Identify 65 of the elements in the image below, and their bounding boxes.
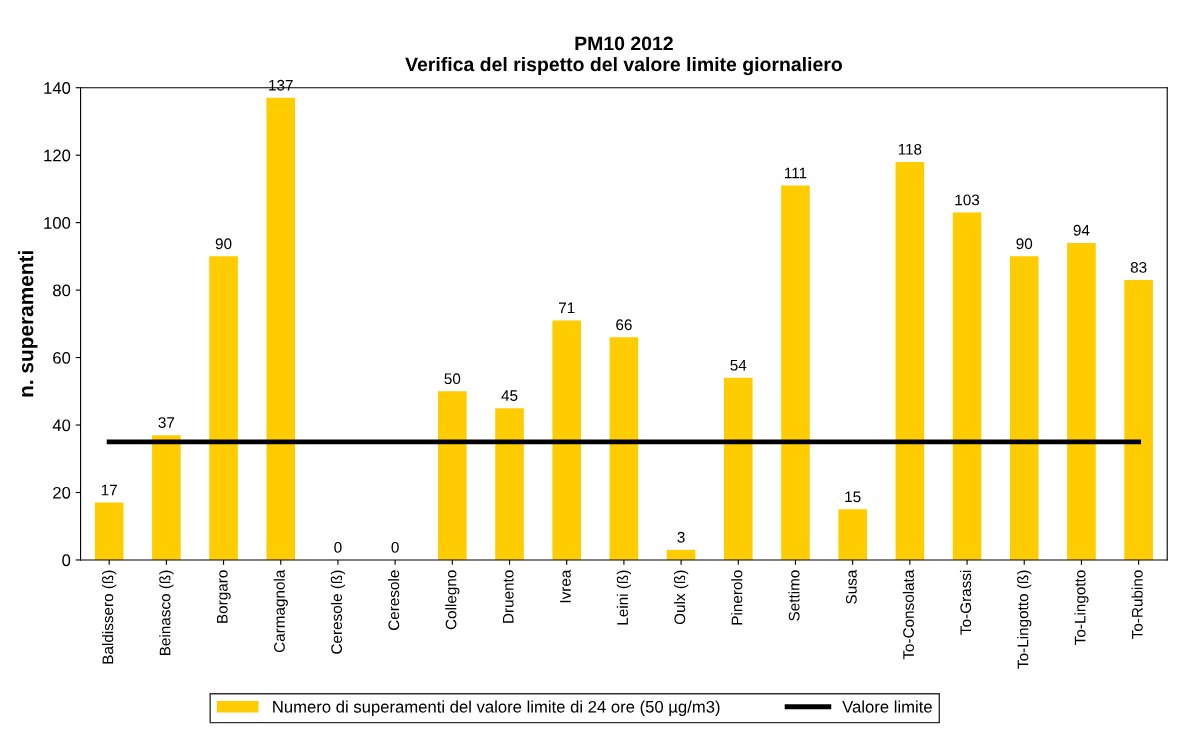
y-tick-label: 100 [44,217,71,229]
bar [438,391,467,560]
data-label: 90 [1016,238,1033,250]
data-label: 3 [677,531,685,543]
bar [495,408,524,560]
data-label: 17 [101,484,117,496]
x-tick-label: Ivrea [560,569,571,603]
bar [552,320,582,560]
x-tick-label: Settimo [788,570,800,621]
bar [152,435,181,560]
x-tick-label: Leini (ß) [616,570,632,625]
y-tick-label: 140 [44,82,71,94]
x-tick-label: To-Rubino [1131,570,1143,639]
x-tick-label: Pinerolo [731,570,743,625]
x-tick-label: To-Grassi [959,570,972,635]
bar [1009,256,1039,560]
data-label: 0 [391,541,399,553]
legend-label: Valore limite [842,700,932,713]
x-tick-label: To-Lingotto [1074,570,1089,645]
data-label: 50 [444,373,461,385]
bar [895,161,925,560]
data-label: 83 [1130,261,1147,273]
data-label: 111 [785,167,807,179]
bar [1067,242,1096,560]
x-tick-label: To-Lingotto (ß) [1017,570,1032,669]
y-tick-label: 20 [53,486,71,499]
x-tick-label: Borgaro [217,570,231,623]
x-tick-label: Carmagnola [273,569,288,653]
x-tick-label: Collegno [445,570,460,630]
legend-label: Numero di superamenti del valore limite di 24 ore (50 µg/m3) [273,700,720,716]
y-tick-label: 120 [44,149,71,162]
bar [266,97,296,560]
data-label: 103 [955,194,980,206]
bar [838,509,867,560]
x-tick-label: Druento [502,570,514,623]
bar [609,337,639,560]
x-tick-label: Ceresole (ß) [330,570,346,654]
chart-title: PM10 2012 Verifica del rispetto del valore limite giornaliero [405,36,842,76]
data-label: 37 [158,417,175,428]
x-tick-label: Beinasco (ß) [159,570,174,656]
x-tick-label: To-Consolata [902,569,914,660]
data-label: 54 [730,359,747,371]
y-axis-title: n. superamenti [18,251,38,397]
bar [1124,279,1153,560]
bar [781,185,810,560]
x-tick-label: Oulx (ß) [673,570,689,625]
y-tick-label: 40 [52,419,71,432]
y-tick-label: 60 [53,351,71,364]
bar [94,502,124,560]
x-tick-label: Ceresole [388,570,400,631]
bar [209,256,238,560]
bar [723,377,753,560]
x-tick-label: Susa [845,569,857,604]
data-label: 45 [501,390,518,401]
y-tick-label: 80 [53,284,71,297]
x-tick-label: Baldissero (ß) [102,570,117,664]
data-label: 15 [845,491,861,503]
y-tick-label: 0 [62,554,71,567]
data-label: 0 [334,541,342,553]
bar [952,212,982,560]
data-label: 118 [898,143,922,155]
data-label: 90 [215,238,232,250]
data-label: 71 [559,302,575,314]
data-label: 66 [616,319,632,331]
data-label: 94 [1073,224,1090,236]
